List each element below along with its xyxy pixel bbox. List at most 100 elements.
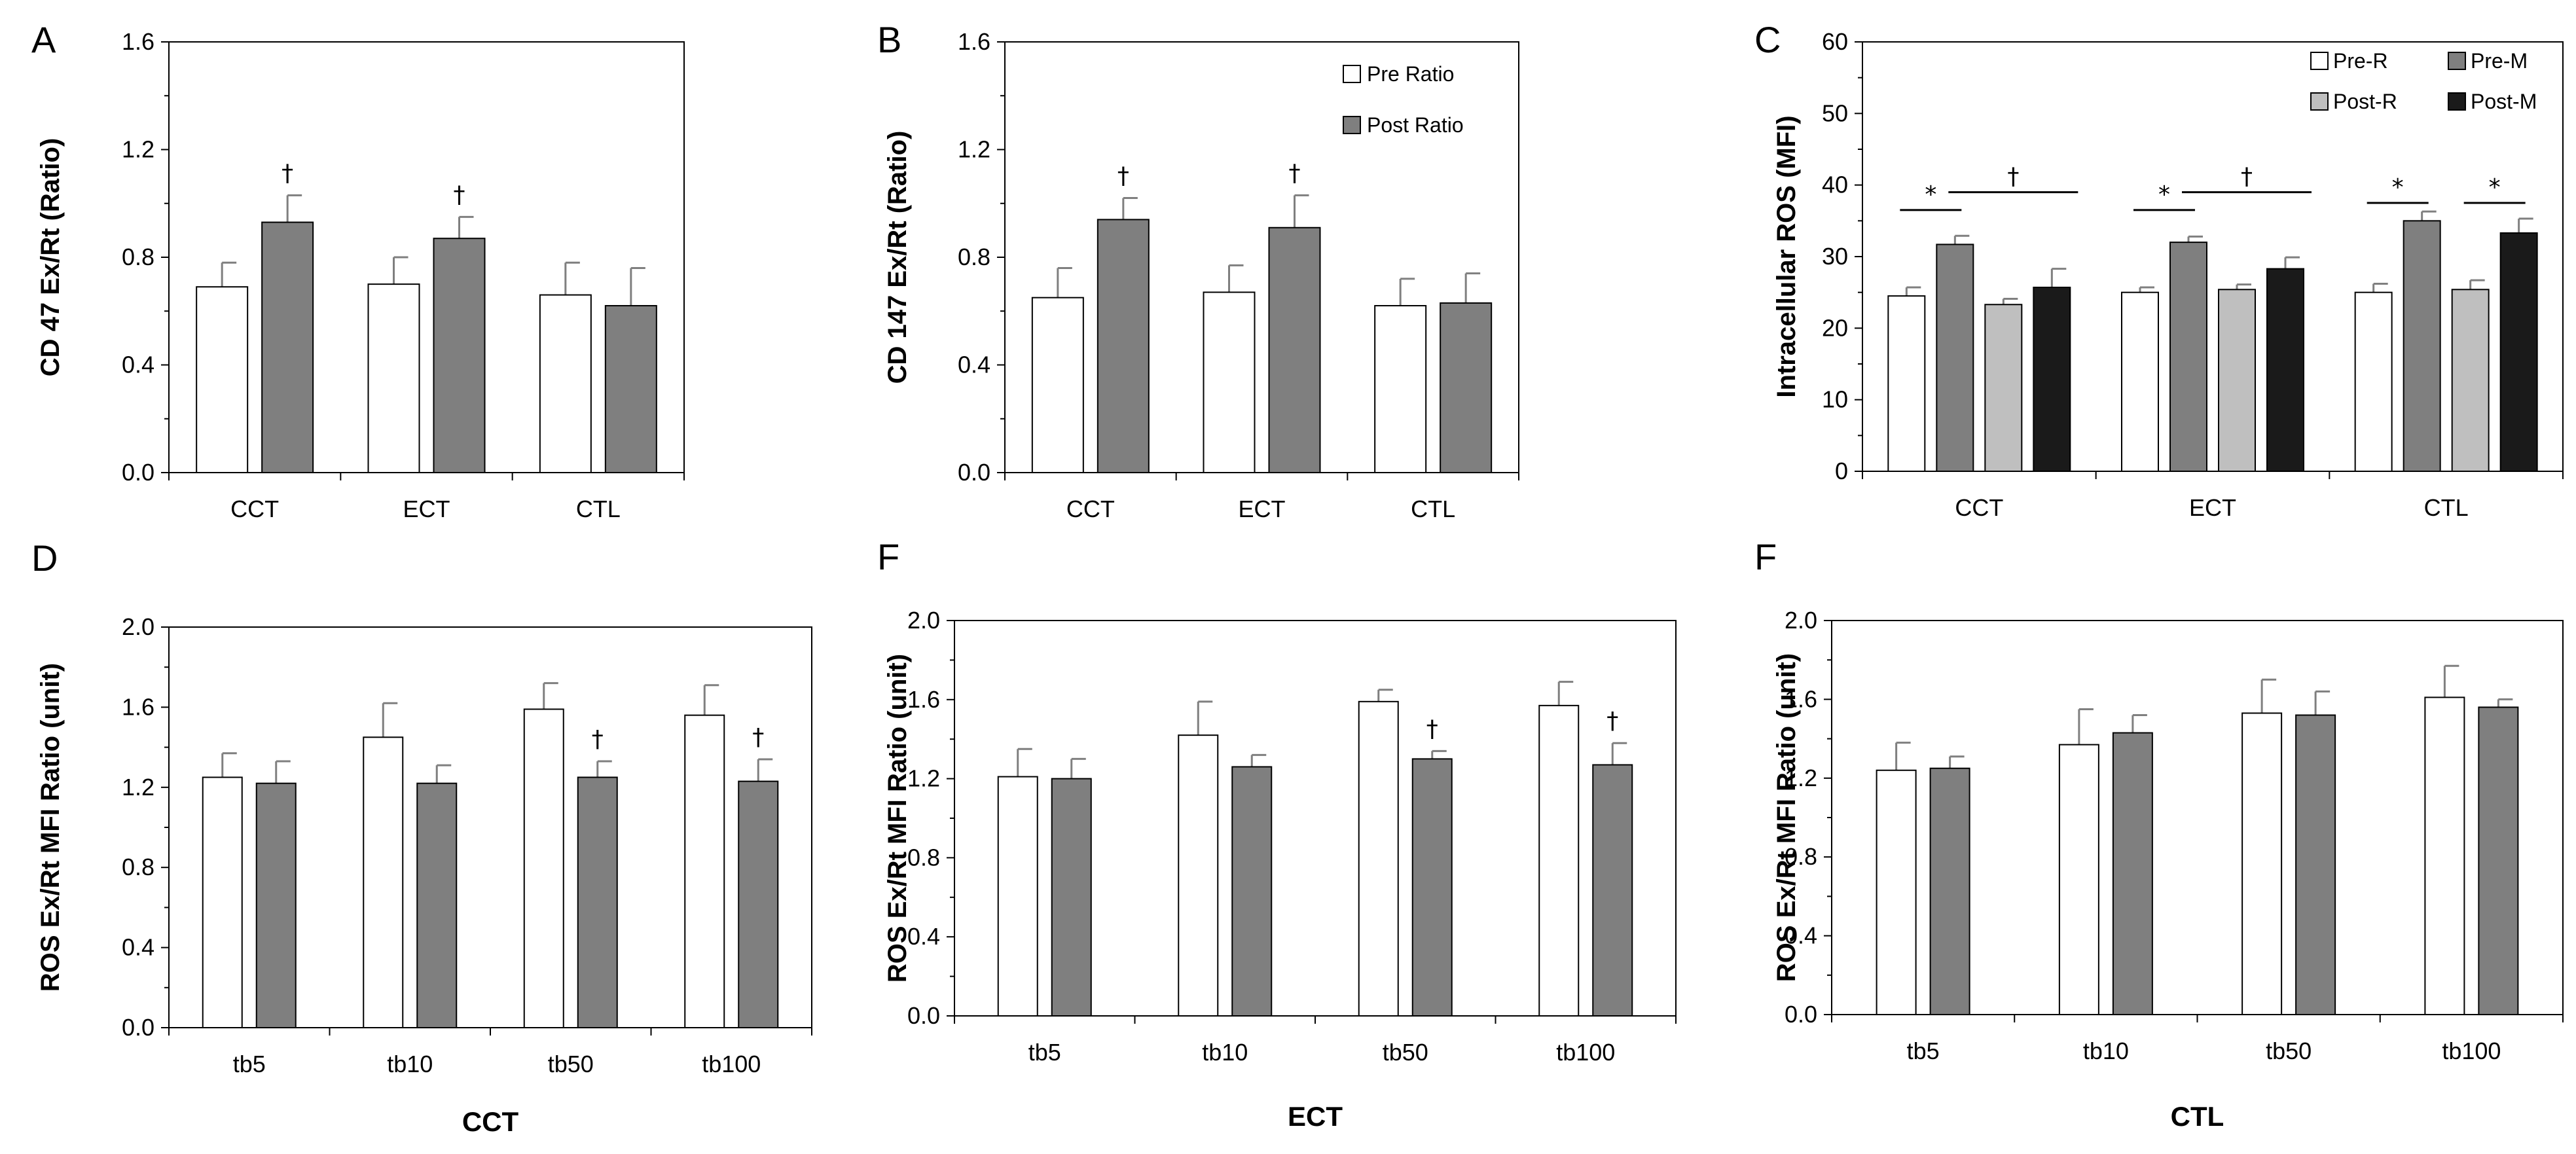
bar-pre-ratio — [684, 714, 725, 1028]
bar-pre-m — [2403, 220, 2441, 472]
x-tick-label: tb50 — [2266, 1037, 2312, 1064]
x-tick-label: tb100 — [702, 1051, 761, 1077]
significance-mark: † — [1117, 163, 1129, 190]
y-tick-label: 1.2 — [1785, 765, 1817, 791]
y-tick-label: 2.0 — [1785, 607, 1817, 634]
y-axis-title: ROS Ex/Rt MFI Ratio (unit) — [883, 654, 912, 983]
y-tick-label: 0.4 — [122, 934, 154, 961]
significance-mark: † — [2241, 164, 2253, 190]
bar-post-r — [1984, 304, 2023, 472]
legend-label: Post-R — [2333, 90, 2397, 113]
y-tick-label: 40 — [1822, 171, 1848, 198]
bar-pre-ratio — [2058, 744, 2099, 1015]
bar-pre-r — [2121, 291, 2159, 472]
x-tick-label: CTL — [1411, 496, 1455, 522]
y-tick-label: 1.2 — [907, 765, 940, 792]
significance-mark: † — [1426, 715, 1438, 742]
x-tick-label: tb10 — [387, 1051, 433, 1077]
significance-mark: † — [1289, 160, 1301, 187]
x-tick-label: ECT — [403, 496, 450, 522]
legend-label: Pre Ratio — [1367, 62, 1454, 86]
significance-mark: * — [1925, 181, 1936, 208]
y-tick-label: 0.0 — [1785, 1001, 1817, 1028]
y-tick-label: 1.6 — [122, 693, 154, 720]
y-tick-label: 1.6 — [907, 686, 940, 713]
significance-mark: † — [281, 160, 293, 187]
panel-letter: F — [877, 536, 899, 577]
legend-swatch — [1343, 65, 1361, 83]
bar-pre-ratio — [196, 286, 249, 473]
panel-letter: D — [31, 537, 58, 579]
x-axis-title: CCT — [462, 1106, 519, 1137]
bar-pre-m — [2169, 242, 2207, 472]
panel-f-5: F 0.0 0.4 0.8 1.2 1.6 2.0 ROS Ex/Rt MFI Ratio (… — [1754, 536, 2564, 1132]
legend-label: Post-M — [2471, 90, 2537, 113]
x-tick-label: tb5 — [1028, 1039, 1061, 1066]
legend-swatch — [2448, 92, 2466, 111]
bar-post-ratio — [1929, 767, 1970, 1015]
significance-mark: * — [2392, 174, 2404, 201]
bar-post-ratio — [1592, 764, 1633, 1017]
y-tick-label: 30 — [1822, 243, 1848, 270]
x-tick-label: CTL — [576, 496, 621, 522]
bar-post-ratio — [1440, 302, 1493, 473]
y-tick-label: 1.6 — [122, 28, 154, 55]
x-tick-label: CCT — [1066, 496, 1115, 522]
bar-post-ratio — [416, 782, 458, 1029]
y-tick-label: 0.8 — [1785, 843, 1817, 870]
y-tick-label: 1.6 — [958, 28, 990, 55]
bar-pre-ratio — [1178, 734, 1219, 1017]
x-tick-label: tb5 — [233, 1051, 266, 1077]
bar-pre-ratio — [1203, 291, 1256, 473]
y-tick-label: 50 — [1822, 99, 1848, 126]
panel-letter: B — [877, 19, 901, 60]
y-tick-label: 0.4 — [907, 923, 940, 950]
y-tick-label: 1.6 — [1785, 685, 1817, 712]
panel-b-1: B 0.0 0.4 0.8 1.2 1.6 CD 147 Ex/Rt (Ratio) CCT E… — [877, 19, 1519, 522]
x-tick-label: tb10 — [2083, 1037, 2129, 1064]
y-tick-label: 0.0 — [122, 1014, 154, 1041]
legend-label: Pre-R — [2333, 49, 2388, 73]
bar-pre-r — [2354, 291, 2393, 472]
significance-mark: † — [454, 181, 465, 208]
bar-post-ratio — [738, 780, 779, 1028]
y-tick-label: 0 — [1835, 458, 1848, 484]
bar-pre-ratio — [202, 776, 243, 1028]
y-tick-label: 2.0 — [122, 613, 154, 640]
y-tick-label: 0.0 — [907, 1002, 940, 1029]
legend-swatch — [2310, 92, 2329, 111]
x-tick-label: tb50 — [1383, 1039, 1428, 1066]
bar-post-ratio — [433, 238, 486, 473]
x-tick-label: CCT — [1955, 494, 2003, 521]
x-tick-label: ECT — [1239, 496, 1286, 522]
y-tick-label: 20 — [1822, 314, 1848, 341]
panel-d-3: D 0.0 0.4 0.8 1.2 1.6 2.0 ROS Ex/Rt MFI Ratio (… — [31, 537, 812, 1137]
bar-pre-ratio — [1538, 704, 1580, 1017]
bar-post-ratio — [604, 305, 657, 473]
x-tick-label: ECT — [2189, 494, 2236, 521]
bar-post-ratio — [2295, 714, 2336, 1015]
x-axis-title: CTL — [2171, 1101, 2224, 1132]
y-tick-label: 0.4 — [1785, 922, 1817, 949]
y-axis-title: ROS Ex/Rt MFI Ratio (unit) — [36, 663, 65, 992]
significance-mark: † — [1606, 708, 1618, 734]
legend-swatch — [2448, 52, 2466, 70]
bar-post-ratio — [1268, 226, 1321, 473]
y-tick-label: 0.8 — [122, 854, 154, 880]
bar-pre-ratio — [367, 283, 420, 473]
y-axis-title: CD 47 Ex/Rt (Ratio) — [36, 138, 65, 377]
y-tick-label: 0.0 — [122, 459, 154, 486]
bar-post-r — [2218, 289, 2256, 472]
panel-letter: C — [1754, 19, 1781, 60]
bar-pre-ratio — [1374, 305, 1427, 473]
y-tick-label: 0.4 — [958, 352, 990, 378]
legend-label: Pre-M — [2471, 49, 2528, 73]
x-tick-label: tb10 — [1202, 1039, 1248, 1066]
y-tick-label: 0.8 — [907, 844, 940, 871]
y-tick-label: 0.0 — [958, 459, 990, 486]
panel-c-2: C 0 10 20 30 40 50 60 Intracellular ROS (MFI) CCT… — [1754, 19, 2564, 521]
bar-pre-ratio — [363, 736, 404, 1029]
significance-mark: * — [2158, 181, 2170, 208]
x-tick-label: tb100 — [2442, 1037, 2501, 1064]
